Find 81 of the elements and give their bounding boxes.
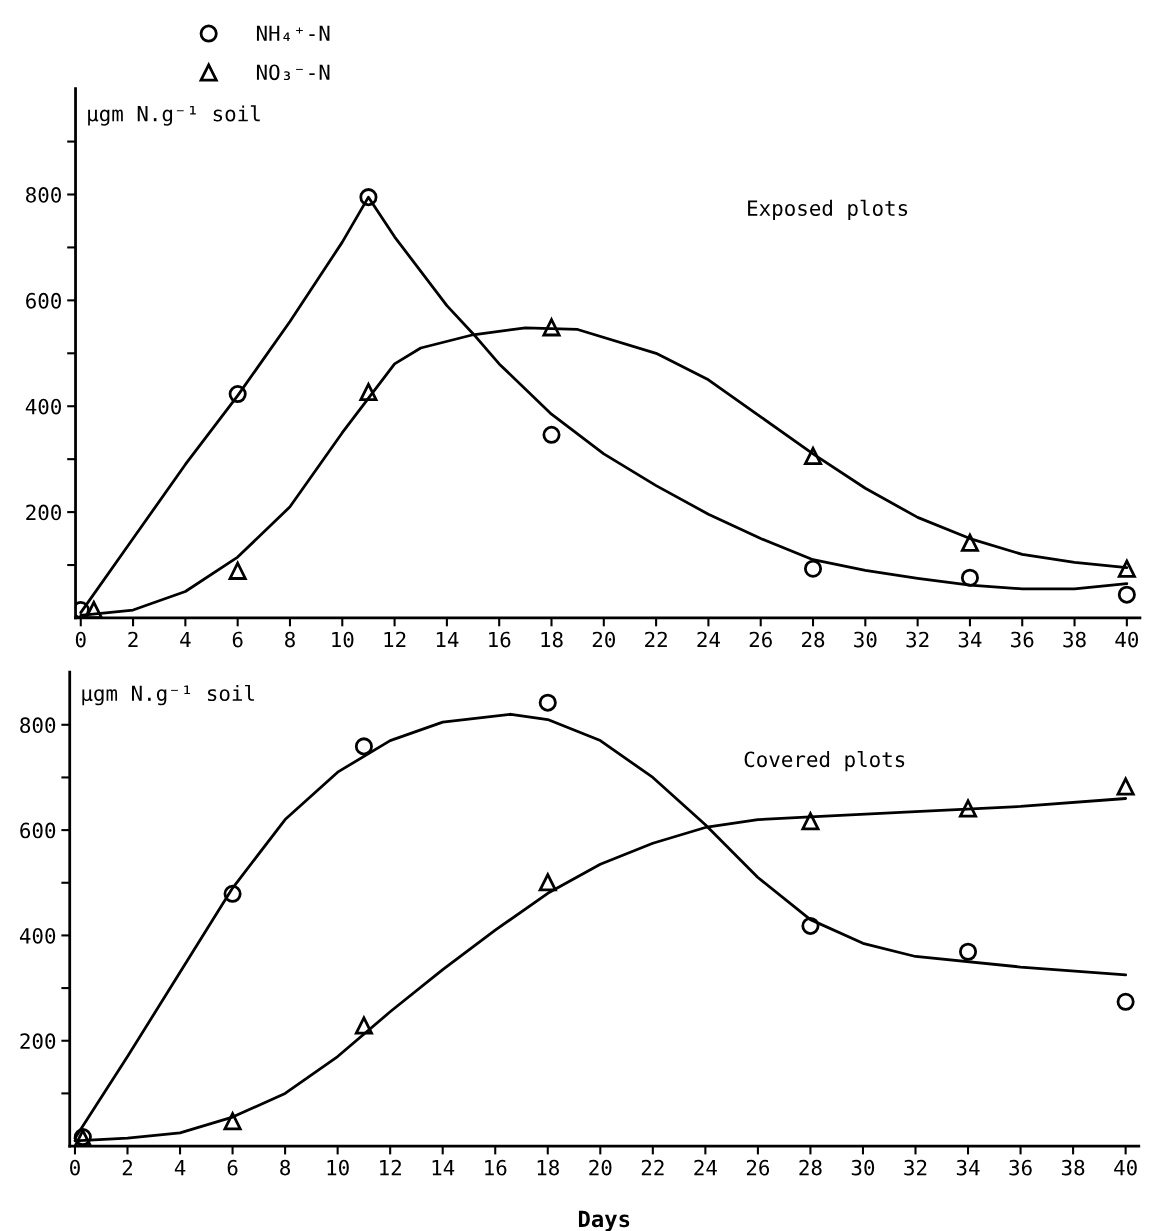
x-tick-label: 40 (1115, 631, 1139, 648)
x-tick-label: 20 (592, 631, 615, 648)
point (959, 799, 978, 818)
point (803, 559, 823, 578)
point (960, 533, 979, 552)
x-tick-label: 30 (851, 1159, 875, 1176)
x-tick-label: 34 (958, 631, 982, 648)
point (538, 693, 557, 712)
y-tick-label: 600 (26, 292, 61, 309)
point (959, 942, 978, 961)
x-axis-title: Days (578, 1210, 630, 1231)
point (1117, 559, 1136, 578)
y-tick-label: 600 (20, 822, 56, 839)
point (223, 884, 242, 903)
point (1116, 777, 1135, 796)
x-tick-label: 38 (1063, 631, 1086, 648)
annotation: Covered plots (744, 750, 905, 772)
x-tick-label: 0 (70, 1159, 80, 1176)
y-tick-label: 800 (26, 187, 61, 203)
point (354, 737, 373, 756)
annotation: Exposed plots (748, 199, 908, 220)
x-tick-label: 16 (489, 631, 511, 648)
x-tick-label: 26 (749, 631, 772, 648)
x-tick-label: 32 (906, 631, 929, 648)
point (960, 568, 979, 587)
x-tick-label: 14 (436, 631, 459, 648)
x-tick-label: 10 (332, 631, 354, 648)
y-tick-label: 800 (20, 717, 56, 734)
legend-label: NO₃⁻-N (256, 64, 330, 81)
x-tick-label: 36 (1009, 1159, 1032, 1176)
x-tick-label: 2 (122, 1159, 133, 1176)
point (228, 385, 247, 404)
x-tick-label: 6 (232, 631, 243, 648)
y-axis-title: µgm N.g⁻¹ soil (88, 105, 260, 126)
x-tick-label: 0 (75, 631, 86, 648)
x-tick-label: 12 (384, 631, 406, 648)
point (359, 382, 378, 401)
x-tick-label: 36 (1011, 631, 1034, 648)
point (359, 188, 378, 207)
point (1116, 992, 1135, 1011)
x-tick-label: 38 (1061, 1159, 1085, 1176)
x-tick-label: 26 (746, 1159, 770, 1176)
x-tick-label: 16 (485, 1159, 507, 1176)
point (1117, 585, 1136, 604)
x-tick-label: 22 (641, 1159, 664, 1176)
x-tick-label: 24 (694, 1159, 717, 1176)
x-tick-label: 2 (128, 631, 138, 648)
legend-label: NH₄⁺-N (256, 25, 330, 41)
y-tick-label: 400 (19, 927, 56, 944)
y-tick-label: 400 (25, 398, 61, 415)
x-tick-label: 14 (432, 1160, 455, 1176)
point (801, 916, 820, 935)
point (223, 1112, 242, 1131)
x-tick-label: 30 (854, 631, 877, 648)
y-tick-label: 200 (20, 1033, 56, 1050)
x-tick-label: 32 (904, 1159, 927, 1176)
x-tick-label: 22 (645, 631, 667, 648)
x-tick-label: 4 (180, 631, 191, 648)
x-tick-label: 8 (280, 1159, 291, 1176)
x-tick-label: 6 (227, 1159, 238, 1176)
point (542, 425, 561, 444)
y-tick-label: 200 (26, 504, 61, 521)
x-tick-label: 34 (956, 1159, 980, 1176)
x-tick-label: 40 (1114, 1159, 1137, 1176)
point (228, 561, 247, 580)
x-tick-label: 4 (174, 1160, 186, 1176)
point (542, 318, 561, 337)
x-tick-label: 20 (589, 1159, 612, 1176)
x-tick-label: 8 (285, 631, 295, 648)
x-tick-label: 12 (380, 1159, 401, 1176)
y-axis-title: µgm N.g⁻¹ soil (82, 684, 254, 706)
x-tick-label: 28 (799, 1159, 822, 1176)
x-tick-label: 18 (537, 1159, 559, 1176)
x-tick-label: 28 (802, 631, 825, 648)
point (801, 812, 820, 831)
point (354, 1016, 373, 1035)
x-tick-label: 18 (541, 631, 563, 648)
point (538, 873, 557, 892)
x-tick-label: 10 (327, 1159, 349, 1176)
x-tick-label: 24 (697, 631, 720, 648)
point (803, 446, 823, 466)
